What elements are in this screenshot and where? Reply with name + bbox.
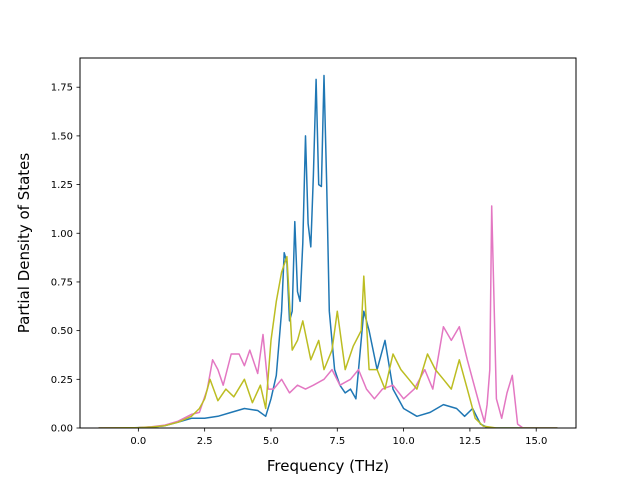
- y-tick-label: 0.50: [51, 326, 73, 337]
- x-tick-label: 15.0: [525, 436, 547, 447]
- y-tick-label: 1.25: [51, 180, 73, 191]
- x-tick-label: 7.5: [329, 436, 345, 447]
- series-line-2: [98, 205, 558, 428]
- series-line-1: [98, 74, 558, 428]
- y-axis: 0.00 0.25 0.50 0.75 1.00 1.25 1.50 1.75: [51, 83, 80, 435]
- y-tick-label: 0.75: [51, 277, 73, 288]
- x-axis: 0.0 2.5 5.0 7.5 10.0 12.5 15.0: [130, 428, 547, 447]
- y-tick-label: 1.00: [51, 229, 73, 240]
- x-tick-label: 5.0: [263, 436, 279, 447]
- plot-area-frame: [79, 57, 577, 429]
- x-tick-label: 0.0: [130, 436, 146, 447]
- y-tick-label: 1.75: [51, 83, 73, 94]
- x-tick-label: 2.5: [197, 436, 213, 447]
- x-tick-label: 12.5: [459, 436, 481, 447]
- y-tick-label: 1.50: [51, 131, 73, 142]
- x-axis-label: Frequency (THz): [267, 457, 389, 475]
- series-line-3: [98, 255, 558, 428]
- y-tick-label: 0.00: [51, 424, 73, 435]
- y-axis-label: Partial Density of States: [15, 153, 33, 334]
- x-tick-label: 10.0: [392, 436, 414, 447]
- series-layer: [98, 74, 558, 428]
- y-tick-label: 0.25: [51, 375, 73, 386]
